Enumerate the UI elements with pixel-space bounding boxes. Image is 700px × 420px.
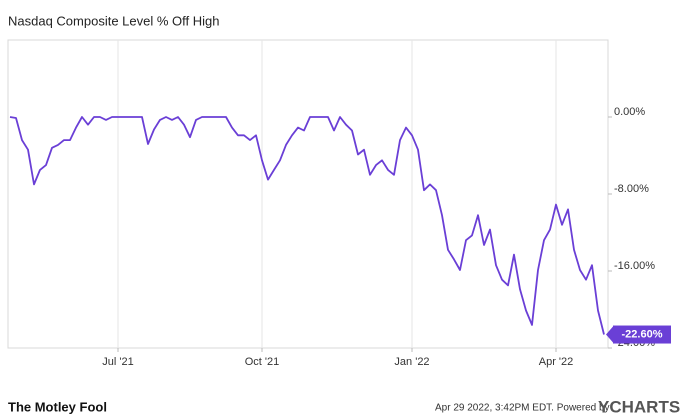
x-tick-label: Jul '21 — [102, 356, 133, 368]
brand: The Motley Fool — [8, 399, 107, 414]
end-label: -22.60% — [622, 328, 663, 340]
end-label-box — [613, 325, 671, 344]
x-tick-label: Jan '22 — [394, 356, 429, 368]
chart-title: Nasdaq Composite Level % Off High — [8, 13, 219, 28]
timestamp: Apr 29 2022, 3:42PM EDT. Powered by — [435, 403, 610, 414]
x-tick-label: Apr '22 — [539, 356, 574, 368]
x-tick-label: Oct '21 — [245, 356, 280, 368]
series-line — [9, 116, 605, 335]
y-tick-label: -8.00% — [614, 183, 649, 195]
end-label-pointer — [606, 326, 613, 343]
y-tick-label: 0.00% — [614, 106, 645, 118]
y-tick-label: -16.00% — [614, 260, 655, 272]
provider: YCHARTS — [598, 397, 680, 416]
